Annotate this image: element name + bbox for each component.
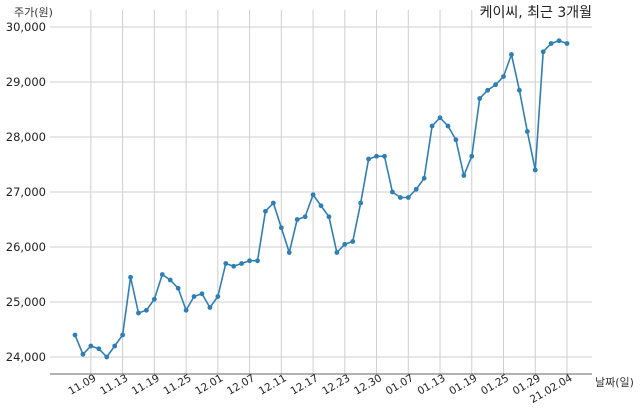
x-tick-label: 11.19 xyxy=(130,372,162,397)
data-point xyxy=(72,332,78,338)
x-tick-label: 01.07 xyxy=(384,372,416,397)
data-point xyxy=(326,214,332,220)
data-point xyxy=(382,153,387,159)
data-point xyxy=(334,250,340,255)
x-tick-label: 11.13 xyxy=(98,372,130,397)
data-point xyxy=(437,115,443,121)
data-point xyxy=(469,153,475,159)
data-point xyxy=(366,156,372,162)
data-point xyxy=(485,87,491,93)
data-point xyxy=(524,129,530,134)
data-point xyxy=(231,263,237,269)
data-point xyxy=(374,153,379,159)
data-point xyxy=(151,296,157,302)
y-tick-label: 29,000 xyxy=(6,75,46,89)
y-tick-label: 24,000 xyxy=(6,350,46,364)
y-tick-label: 26,000 xyxy=(6,240,46,254)
data-point xyxy=(548,41,554,46)
x-tick-label: 12.07 xyxy=(225,372,257,397)
data-point xyxy=(358,200,364,206)
data-point xyxy=(191,294,197,299)
x-tick-label: 12.23 xyxy=(320,372,352,397)
data-point xyxy=(167,277,173,283)
data-point xyxy=(501,74,506,79)
data-point xyxy=(270,200,276,206)
data-point xyxy=(223,261,229,266)
data-point xyxy=(136,310,141,316)
x-tick-label: 12.01 xyxy=(193,372,225,397)
x-tick-label: 12.11 xyxy=(257,372,289,397)
x-tick-label: 11.09 xyxy=(66,372,98,397)
data-point xyxy=(390,189,395,195)
x-tick-label: 01.19 xyxy=(447,372,479,397)
data-point xyxy=(445,123,451,129)
x-tick-label: 11.25 xyxy=(162,372,194,397)
x-tick-label: 12.17 xyxy=(289,372,321,397)
data-point xyxy=(564,41,570,46)
x-tick-label: 12.30 xyxy=(352,372,384,397)
chart-title: 케이씨, 최근 3개월 xyxy=(480,5,592,21)
data-point xyxy=(342,241,348,247)
y-axis-label: 주가(원) xyxy=(14,6,53,19)
price-points xyxy=(72,38,570,360)
data-point xyxy=(104,354,110,360)
data-point xyxy=(540,49,546,55)
x-tick-label: 01.13 xyxy=(415,372,447,397)
data-point xyxy=(278,225,284,231)
data-point xyxy=(183,307,189,313)
data-point xyxy=(80,351,86,357)
data-point xyxy=(128,274,133,280)
data-point xyxy=(556,38,562,44)
data-point xyxy=(96,346,102,352)
y-tick-label: 25,000 xyxy=(6,295,46,309)
data-point xyxy=(429,123,435,129)
data-point xyxy=(405,195,411,200)
data-point xyxy=(239,261,245,266)
price-line xyxy=(74,39,568,359)
data-point xyxy=(207,305,213,310)
data-point xyxy=(120,332,126,338)
data-point xyxy=(159,272,165,277)
data-point xyxy=(477,96,483,101)
data-point xyxy=(215,294,221,299)
data-point xyxy=(263,208,268,214)
data-point xyxy=(532,167,538,173)
x-tick-label: 01.25 xyxy=(479,372,511,397)
data-point xyxy=(88,343,94,349)
data-point xyxy=(199,291,205,297)
data-point xyxy=(516,87,522,93)
y-tick-label: 27,000 xyxy=(6,185,46,199)
x-tick-labels: 11.09 11.13 11.19 11.25 12.01 12.07 12.11 12.17… xyxy=(66,372,574,406)
data-point xyxy=(310,192,316,198)
data-point xyxy=(294,217,300,222)
data-point xyxy=(255,258,260,264)
data-point xyxy=(286,250,292,255)
data-point xyxy=(175,285,181,291)
data-point xyxy=(453,137,459,143)
data-point xyxy=(318,203,324,209)
data-point xyxy=(413,186,419,192)
data-point xyxy=(144,307,149,313)
data-point xyxy=(350,239,356,244)
data-point xyxy=(112,343,118,349)
data-point xyxy=(397,195,403,200)
data-point xyxy=(421,175,427,181)
data-point xyxy=(493,82,498,88)
data-point xyxy=(302,214,308,220)
y-tick-labels: 24,000 25,000 26,000 27,000 28,000 29,000 30,0… xyxy=(6,20,46,364)
data-point xyxy=(509,52,514,57)
x-axis-label: 날짜(일) xyxy=(595,375,634,389)
data-point xyxy=(247,258,252,264)
y-tick-label: 30,000 xyxy=(6,20,46,34)
y-tick-label: 28,000 xyxy=(6,130,46,144)
grid-lines xyxy=(50,10,592,374)
data-point xyxy=(461,173,467,178)
